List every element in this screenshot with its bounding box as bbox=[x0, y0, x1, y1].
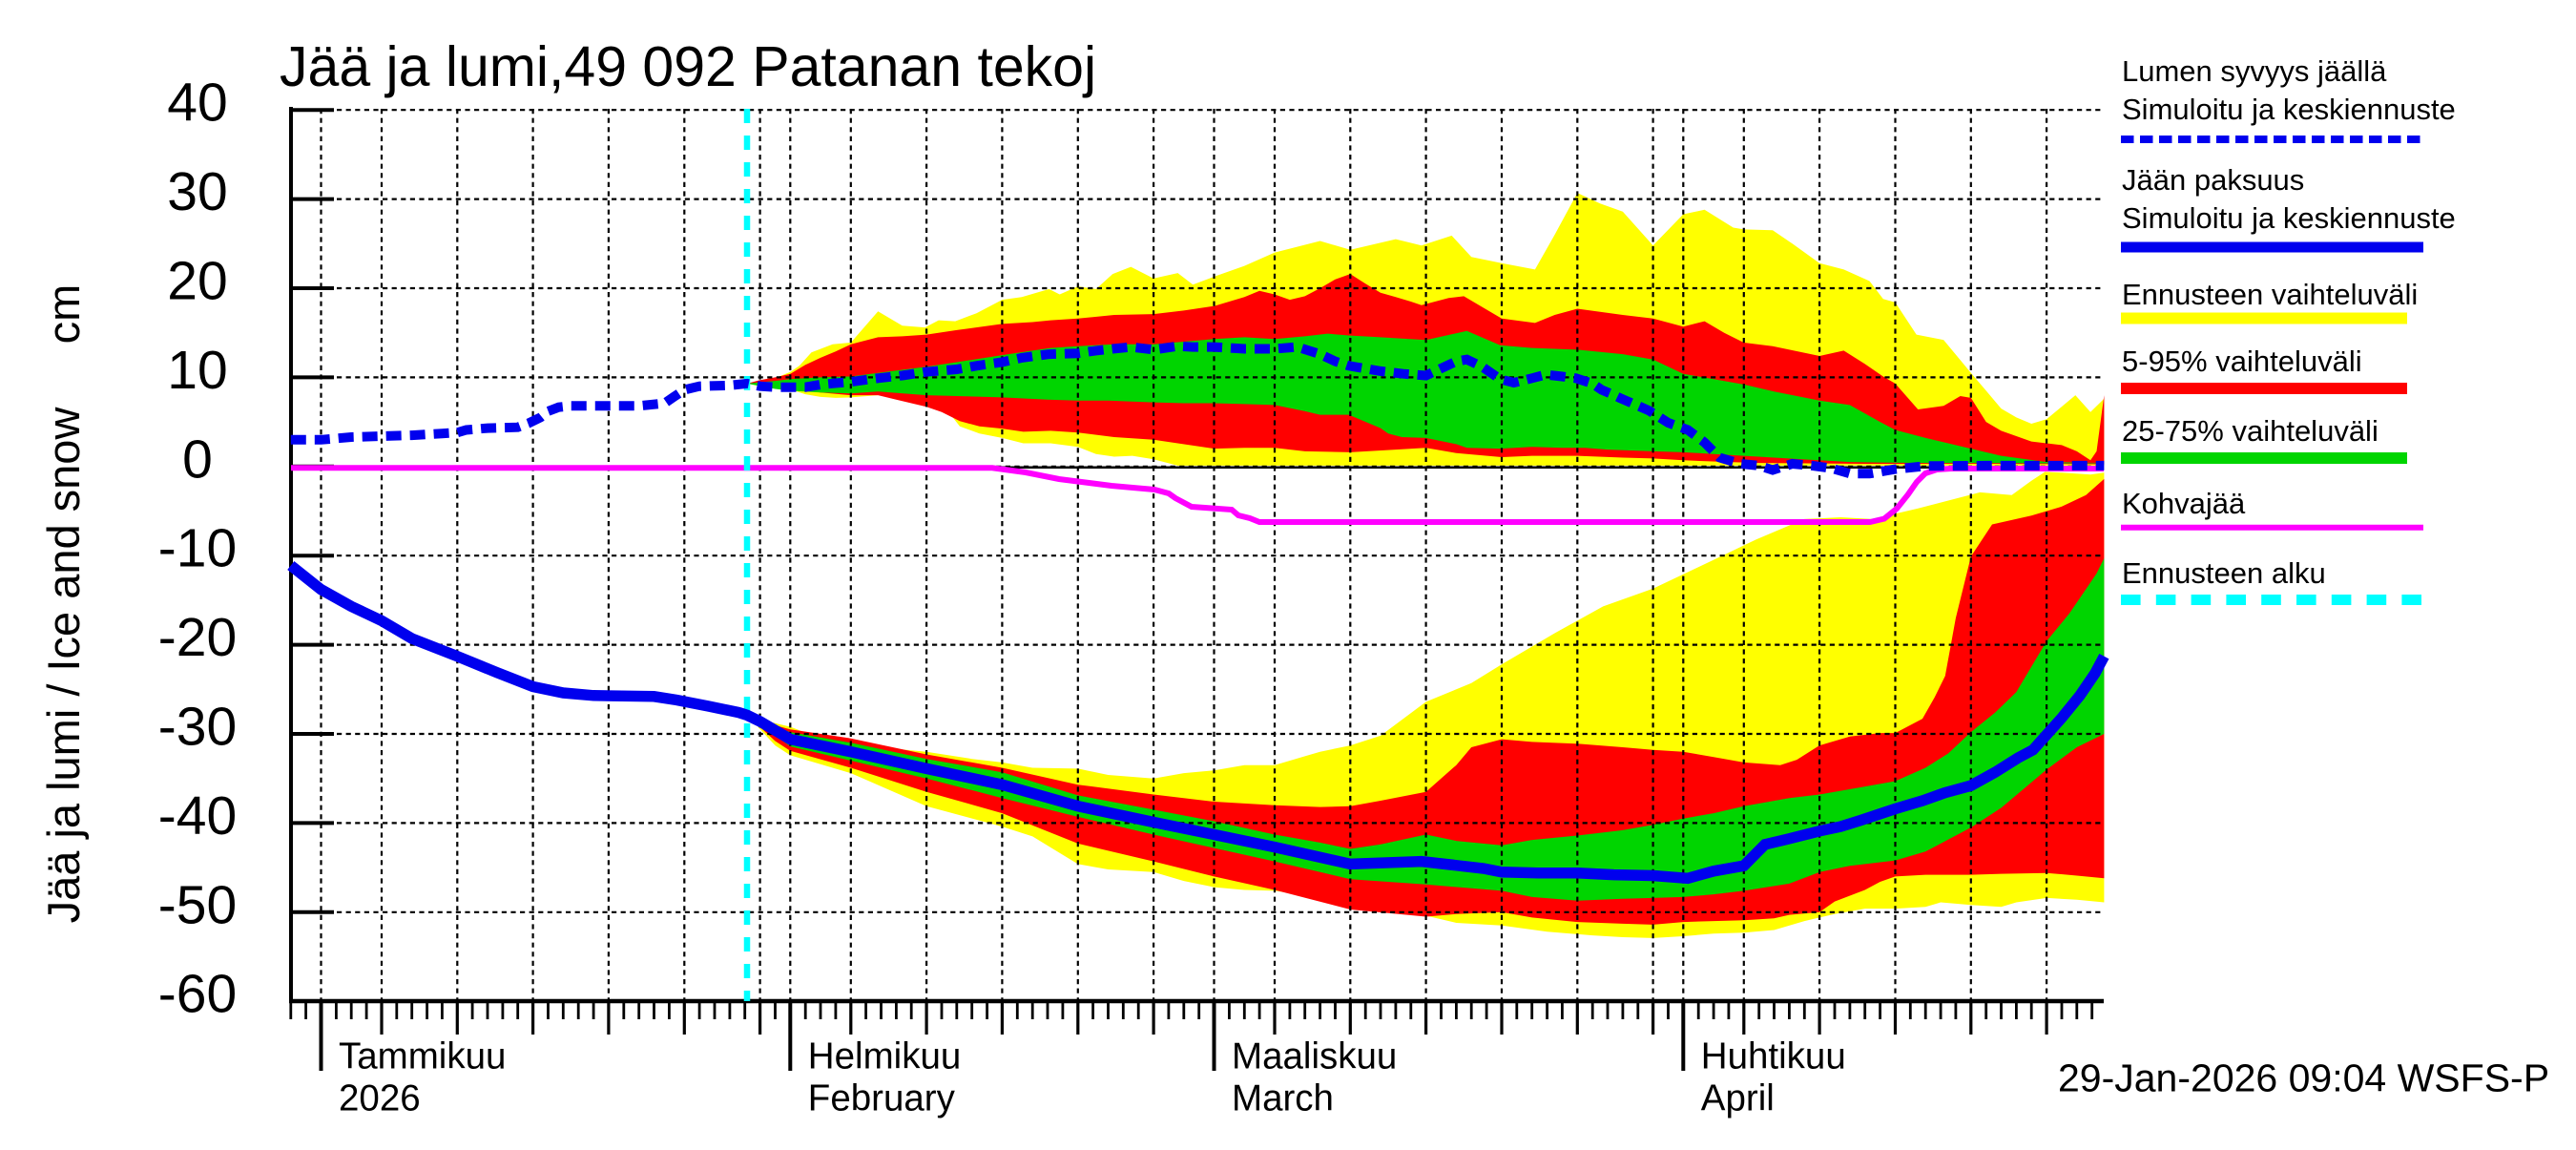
svg-text:Ennusteen vaihteluväli: Ennusteen vaihteluväli bbox=[2122, 278, 2418, 311]
svg-text:2026: 2026 bbox=[339, 1078, 421, 1119]
svg-text:-40: -40 bbox=[158, 785, 237, 847]
svg-text:25-75% vaihteluväli: 25-75% vaihteluväli bbox=[2122, 414, 2379, 448]
svg-text:Maaliskuu: Maaliskuu bbox=[1232, 1036, 1397, 1077]
svg-text:Kohvajää: Kohvajää bbox=[2122, 487, 2246, 520]
svg-text:-60: -60 bbox=[158, 964, 237, 1025]
svg-text:0: 0 bbox=[182, 429, 213, 490]
svg-text:Simuloitu ja keskiennuste: Simuloitu ja keskiennuste bbox=[2122, 201, 2456, 235]
svg-text:-50: -50 bbox=[158, 874, 237, 935]
svg-text:10: 10 bbox=[167, 340, 227, 401]
svg-text:March: March bbox=[1232, 1078, 1334, 1119]
svg-text:cm: cm bbox=[38, 284, 89, 345]
svg-text:-10: -10 bbox=[158, 518, 237, 579]
svg-text:Huhtikuu: Huhtikuu bbox=[1701, 1036, 1846, 1077]
svg-text:-30: -30 bbox=[158, 697, 237, 758]
svg-text:-20: -20 bbox=[158, 607, 237, 668]
svg-text:Helmikuu: Helmikuu bbox=[808, 1036, 961, 1077]
svg-text:Lumen syvyys jäällä: Lumen syvyys jäällä bbox=[2122, 54, 2387, 88]
svg-text:5-95% vaihteluväli: 5-95% vaihteluväli bbox=[2122, 345, 2362, 378]
svg-text:Tammikuu: Tammikuu bbox=[339, 1036, 506, 1077]
svg-text:20: 20 bbox=[167, 251, 227, 312]
svg-text:Ennusteen alku: Ennusteen alku bbox=[2122, 556, 2326, 590]
svg-text:February: February bbox=[808, 1078, 956, 1119]
svg-text:Simuloitu ja keskiennuste: Simuloitu ja keskiennuste bbox=[2122, 93, 2456, 126]
svg-text:April: April bbox=[1701, 1078, 1775, 1119]
svg-text:29-Jan-2026 09:04 WSFS-P: 29-Jan-2026 09:04 WSFS-P bbox=[2058, 1056, 2549, 1100]
svg-text:30: 30 bbox=[167, 161, 227, 222]
svg-text:Jää ja lumi / Ice and snow: Jää ja lumi / Ice and snow bbox=[38, 407, 89, 924]
svg-text:Jää ja lumi,49 092 Patanan tek: Jää ja lumi,49 092 Patanan tekoj bbox=[280, 35, 1096, 98]
svg-text:40: 40 bbox=[167, 73, 227, 134]
svg-text:Jään paksuus: Jään paksuus bbox=[2122, 163, 2304, 197]
